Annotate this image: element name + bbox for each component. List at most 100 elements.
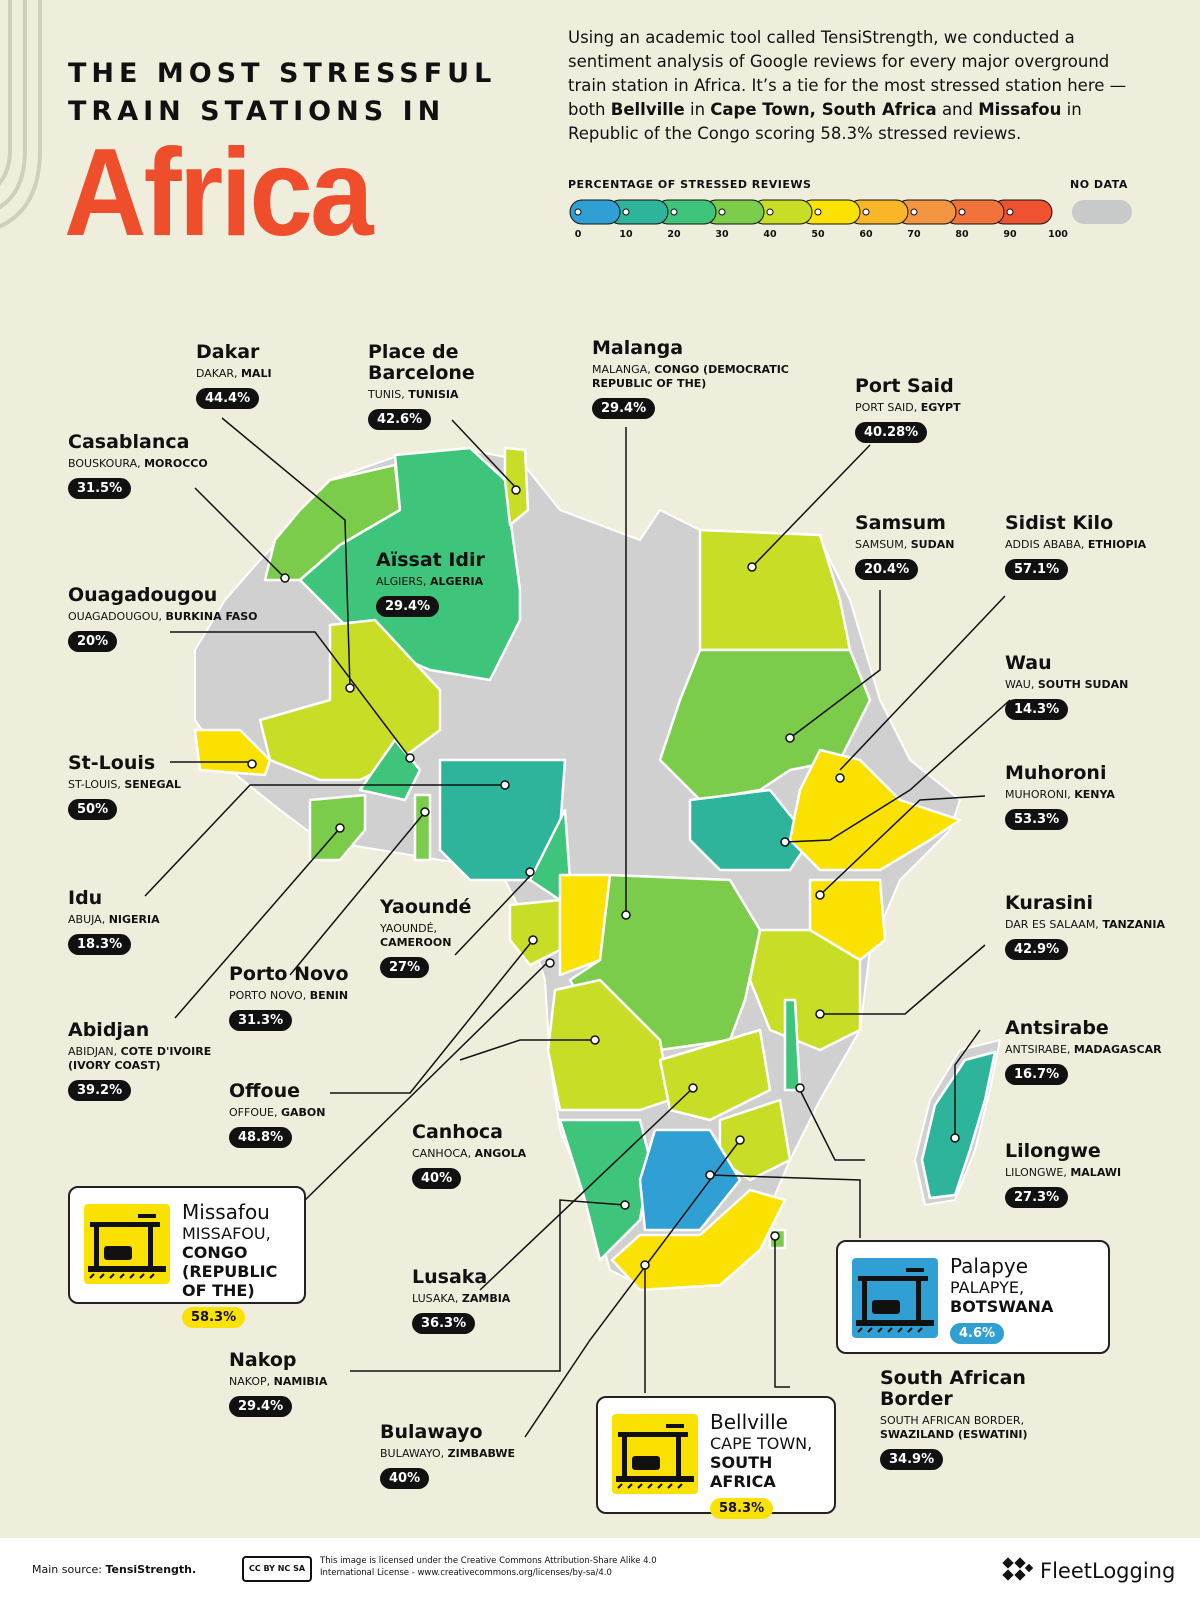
country-madagascar <box>920 1050 997 1200</box>
station-city: ABUJA, <box>68 913 109 926</box>
station-name: Bulawayo <box>380 1421 483 1443</box>
station-label-portonovo: Porto Novo PORTO NOVO, BENIN 31.3% <box>229 964 389 1031</box>
rail-decoration-icon <box>0 0 42 229</box>
station-label-lusaka: Lusaka LUSAKA, ZAMBIA 36.3% <box>412 1267 572 1334</box>
station-name: Samsum <box>855 512 946 534</box>
station-label-casablanca: Casablanca BOUSKOURA, MOROCCO 31.5% <box>68 432 268 499</box>
station-name: Place de Barcelone <box>368 341 475 384</box>
station-city: PORT SAID, <box>855 401 921 414</box>
train-station-icon <box>852 1258 938 1338</box>
stress-value-badge: 42.6% <box>368 409 432 430</box>
leader-lines <box>144 417 1011 1438</box>
intro-p1: Using an academic tool called TensiStren… <box>568 28 1127 119</box>
station-location: ADDIS ABABA, ETHIOPIA <box>1005 538 1195 552</box>
legend-segment-dot <box>670 208 678 216</box>
station-city: ANTSIRABE, <box>1005 1043 1074 1056</box>
intro-p2: in <box>684 100 711 119</box>
station-location: CANHOCA, ANGOLA <box>412 1147 572 1161</box>
station-country: SENEGAL <box>124 778 182 791</box>
station-label-saborder: South African Border SOUTH AFRICAN BORDER… <box>880 1368 1070 1470</box>
station-country: MADAGASCAR <box>1073 1043 1162 1056</box>
station-label-nakop: Nakop NAKOP, NAMIBIA 29.4% <box>229 1350 399 1417</box>
station-city: ABIDJAN, <box>68 1045 121 1058</box>
dot-dakar <box>345 683 355 693</box>
station-label-barcelone: Place de Barcelone TUNIS, TUNISIA 42.6% <box>368 342 508 430</box>
country-gabon <box>508 898 562 967</box>
station-city: BOUSKOURA, <box>68 457 145 470</box>
dot-bellville <box>640 1260 650 1270</box>
stress-value-badge: 31.3% <box>229 1010 293 1031</box>
intro-b2: Cape Town, South Africa <box>710 100 937 119</box>
station-city: BULAWAYO, <box>380 1447 448 1460</box>
station-label-lilongwe: Lilongwe LILONGWE, MALAWI 27.3% <box>1005 1141 1185 1208</box>
dot-stlouis <box>247 759 257 769</box>
title-big: Africa <box>64 124 374 262</box>
station-name: Wau <box>1005 652 1052 674</box>
legend-tick-label: 10 <box>619 229 633 240</box>
legend-segment-dot <box>1006 208 1014 216</box>
station-name: Aïssat Idir <box>376 549 485 571</box>
stress-value-badge: 29.4% <box>376 596 440 617</box>
station-country: CONGO (REPUBLIC OF THE) <box>182 1243 278 1300</box>
station-city: PORTO NOVO, <box>229 989 310 1002</box>
station-label-sidist: Sidist Kilo ADDIS ABABA, ETHIOPIA 57.1% <box>1005 513 1195 580</box>
legend-segment-dot <box>814 208 822 216</box>
country-botswana <box>638 1128 742 1232</box>
stress-value-badge: 31.5% <box>68 478 132 499</box>
station-location: OFFOUE, GABON <box>229 1106 389 1120</box>
station-label-dakar: Dakar DAKAR, MALI 44.4% <box>196 342 346 409</box>
station-city: MISSAFOU, <box>182 1224 271 1243</box>
station-city: MALANGA, <box>592 363 655 376</box>
station-name: Nakop <box>229 1349 297 1371</box>
station-dots <box>247 485 960 1270</box>
station-location: MISSAFOU, CONGO (REPUBLIC OF THE) <box>182 1224 296 1300</box>
stress-value-badge: 16.7% <box>1005 1064 1069 1085</box>
station-label-portsaid: Port Said PORT SAID, EGYPT 40.28% <box>855 376 1015 443</box>
station-city: PALAPYE, <box>950 1278 1025 1297</box>
station-country: ANGOLA <box>474 1147 527 1160</box>
dot-muhoroni <box>815 890 825 900</box>
station-label-malanga: Malanga MALANGA, CONGO (DEMOCRATIC REPUBL… <box>592 338 812 419</box>
country-egypt <box>698 528 852 652</box>
station-label-canhoca: Canhoca CANHOCA, ANGOLA 40% <box>412 1122 572 1189</box>
dot-yaounde <box>525 867 535 877</box>
station-city: SAMSUM, <box>855 538 911 551</box>
station-name: Abidjan <box>68 1019 150 1041</box>
station-location: WAU, SOUTH SUDAN <box>1005 678 1185 692</box>
title-line1: THE MOST STRESSFUL <box>68 58 497 89</box>
station-name: St-Louis <box>68 752 156 774</box>
station-location: DAR ES SALAAM, TANZANIA <box>1005 918 1195 932</box>
station-name: Malanga <box>592 337 684 359</box>
legend-nodata-swatch <box>1072 200 1132 224</box>
station-location: ABUJA, NIGERIA <box>68 913 228 927</box>
dot-offoue <box>528 935 538 945</box>
station-label-abidjan: Abidjan ABIDJAN, COTE D'IVOIRE (IVORY COA… <box>68 1020 248 1101</box>
legend-tick-label: 90 <box>1003 229 1017 240</box>
station-label-antsirabe: Antsirabe ANTSIRABE, MADAGASCAR 16.7% <box>1005 1018 1195 1085</box>
station-location: PALAPYE, BOTSWANA <box>950 1278 1100 1316</box>
stress-value-badge: 27.3% <box>1005 1187 1069 1208</box>
intro-p3: and <box>936 100 979 119</box>
country-namibia <box>558 1118 652 1262</box>
dot-lusaka <box>688 1083 698 1093</box>
station-name: Offoue <box>229 1080 301 1102</box>
stress-value-badge: 53.3% <box>1005 809 1069 830</box>
station-country: GABON <box>280 1106 326 1119</box>
station-label-ouaga: Ouagadougou OUAGADOUGOU, BURKINA FASO 20% <box>68 585 268 652</box>
station-country: TANZANIA <box>1102 918 1165 931</box>
stress-value-badge: 29.4% <box>229 1396 293 1417</box>
legend-tick-label: 80 <box>955 229 969 240</box>
station-location: PORT SAID, EGYPT <box>855 401 1015 415</box>
cc-license-icon: CC BY NC SA <box>242 1556 312 1582</box>
stress-value-badge: 50% <box>68 799 118 820</box>
dot-bulawayo <box>735 1135 745 1145</box>
station-country: BOTSWANA <box>950 1297 1054 1316</box>
station-name: Lusaka <box>412 1266 488 1288</box>
station-name: Sidist Kilo <box>1005 512 1114 534</box>
legend-title: PERCENTAGE OF STRESSED REVIEWS <box>568 178 812 191</box>
station-location: NAKOP, NAMIBIA <box>229 1375 399 1389</box>
country-angola <box>546 978 672 1112</box>
station-country: SUDAN <box>910 538 955 551</box>
stress-value-badge: 40% <box>380 1468 430 1489</box>
station-location: SAMSUM, SUDAN <box>855 538 995 552</box>
